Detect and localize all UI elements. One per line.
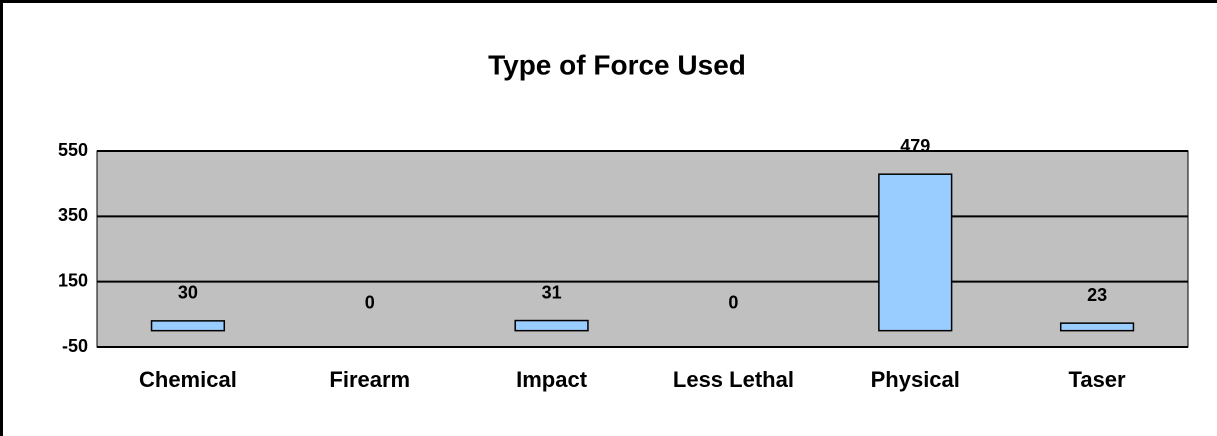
bar xyxy=(514,319,589,332)
bar xyxy=(150,320,226,332)
y-tick-label: -50 xyxy=(62,336,88,356)
value-label: 30 xyxy=(178,283,198,303)
x-tick-label: Chemical xyxy=(139,367,237,392)
y-tick-label: 350 xyxy=(58,205,88,225)
value-label: 31 xyxy=(542,282,562,302)
y-tick-label: 150 xyxy=(58,270,88,290)
x-tick-label: Firearm xyxy=(329,367,410,392)
y-tick-label: 550 xyxy=(58,140,88,160)
chart-title: Type of Force Used xyxy=(488,49,746,80)
value-label: 479 xyxy=(900,136,930,156)
value-label: 0 xyxy=(728,292,738,312)
value-label: 23 xyxy=(1087,285,1107,305)
x-tick-label: Physical xyxy=(871,367,960,392)
value-label: 0 xyxy=(365,292,375,312)
x-tick-label: Less Lethal xyxy=(673,367,794,392)
x-tick-label: Impact xyxy=(516,367,588,392)
bar xyxy=(1059,322,1135,332)
bar xyxy=(878,173,953,332)
x-tick-label: Taser xyxy=(1069,367,1127,392)
plot-area xyxy=(96,150,1189,348)
